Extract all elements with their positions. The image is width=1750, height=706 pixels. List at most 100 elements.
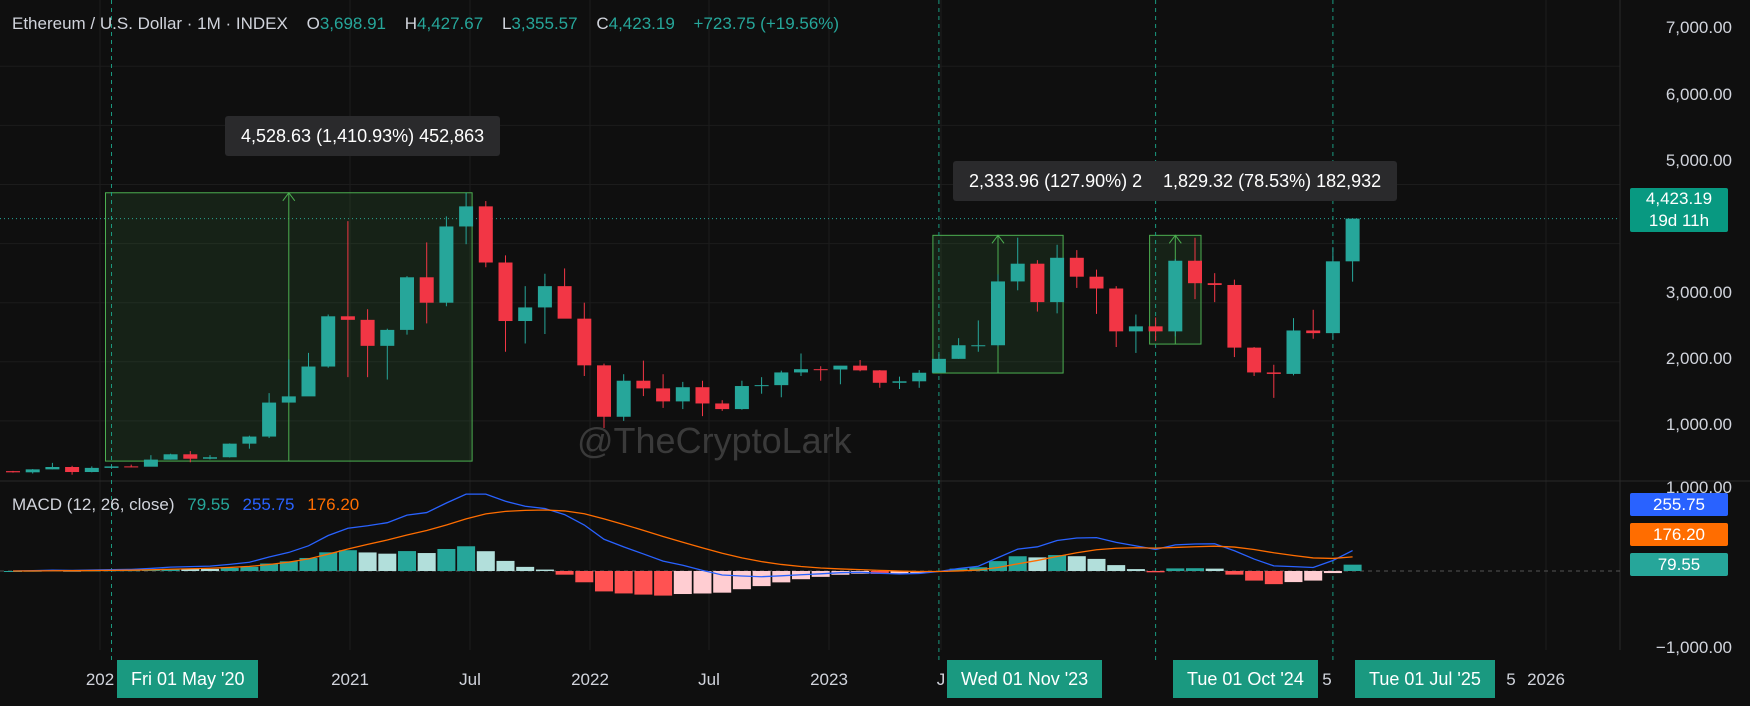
macd-hist-bar <box>319 552 338 571</box>
candle-body <box>794 369 808 373</box>
macd-hist-bar <box>1186 568 1204 571</box>
candle-body <box>951 345 966 359</box>
macd-hist-bar <box>1304 571 1323 581</box>
measure-label[interactable]: 2,333.96 (127.90%) 2 <box>953 161 1159 201</box>
macd-hist-bar <box>1225 571 1244 575</box>
macd-hist-bar <box>378 553 397 571</box>
macd-signal-line <box>12 509 1353 573</box>
candle-body <box>65 466 80 473</box>
candle-body <box>419 277 434 303</box>
price-axis-label: 3,000.00 <box>1665 283 1732 302</box>
candle-body <box>439 226 454 303</box>
macd-hist-bar <box>535 569 554 571</box>
candle-body <box>183 454 198 459</box>
macd-line <box>12 493 1353 578</box>
macd-hist-bar <box>437 548 456 571</box>
price-axis-label: 1,000.00 <box>1665 478 1732 497</box>
price-axis-label: 2,000.00 <box>1665 349 1732 368</box>
date-marker[interactable]: Tue 01 Oct '24 <box>1173 660 1318 698</box>
candle-body <box>991 281 1005 346</box>
ohlc-header: Ethereum / U.S. Dollar · 1M · INDEX O3,6… <box>12 14 839 34</box>
candle-body <box>754 385 769 387</box>
macd-hist-bar <box>1323 571 1342 574</box>
macd-hist-bar <box>1107 565 1126 571</box>
candle-body <box>656 388 671 402</box>
date-marker[interactable]: Fri 01 May '20 <box>117 660 259 698</box>
candle-body <box>813 369 828 371</box>
candle-body <box>143 459 158 467</box>
candle-body <box>597 365 611 417</box>
candle-body <box>636 380 651 389</box>
candle-body <box>321 316 336 367</box>
candle-body <box>1188 260 1202 284</box>
measure-label[interactable]: 4,528.63 (1,410.93%) 452,863 <box>225 116 501 156</box>
macd-hist-bar <box>457 546 476 571</box>
candle-body <box>577 318 592 366</box>
time-axis-label: 2026 <box>1527 670 1565 689</box>
candle-body <box>380 329 395 346</box>
macd-hist-value: 79.55 <box>187 495 230 514</box>
change-value: +723.75 (+19.56%) <box>693 14 840 33</box>
macd-hist-bar <box>1166 568 1185 571</box>
macd-hist-bar <box>555 571 574 575</box>
time-axis-label: Jul <box>698 670 720 689</box>
candle-body <box>892 381 907 383</box>
macd-hist-bar <box>969 567 988 571</box>
macd-hist-bar <box>338 550 357 571</box>
high-value: 4,427.67 <box>417 14 484 33</box>
candle-body <box>478 206 493 263</box>
macd-label[interactable]: MACD (12, 26, close) <box>12 495 175 514</box>
candle-body <box>25 469 40 473</box>
candle-body <box>163 454 178 460</box>
time-axis-label: Jul <box>459 670 481 689</box>
macd-hist-bar <box>1087 558 1106 571</box>
candle-body <box>774 372 789 386</box>
macd-hist-bar <box>634 571 653 595</box>
macd-hist-bar <box>358 552 377 571</box>
last-price-tag[interactable]: 4,423.19 19d 11h <box>1630 188 1728 232</box>
high-key: H <box>404 14 418 33</box>
date-marker[interactable]: Wed 01 Nov '23 <box>947 660 1103 698</box>
date-marker[interactable]: Tue 01 Jul '25 <box>1355 660 1495 698</box>
open-key: O <box>306 14 320 33</box>
candle-body <box>1128 326 1143 332</box>
candle-body <box>498 262 513 322</box>
low-value: 3,355.57 <box>511 14 578 33</box>
time-axis-label: 202 <box>85 670 115 689</box>
macd-hist-bar <box>220 567 239 571</box>
candle-body <box>301 366 316 397</box>
candle-body <box>557 286 572 319</box>
candle-body <box>1109 288 1124 332</box>
macd-hist-bar <box>752 571 771 587</box>
candle-body <box>1050 257 1065 303</box>
candle-body <box>1010 263 1025 282</box>
macd-header: MACD (12, 26, close) 79.55 255.75 176.20 <box>12 495 359 515</box>
price-axis-label: 5,000.00 <box>1665 151 1732 170</box>
candle-body <box>853 365 868 371</box>
macd-hist-bar <box>496 560 515 571</box>
macd-signal-value: 176.20 <box>307 495 360 514</box>
candle-body <box>715 403 730 410</box>
candle-body <box>222 443 237 458</box>
candle-body <box>262 402 277 437</box>
symbol-title[interactable]: Ethereum / U.S. Dollar · 1M · INDEX <box>12 14 288 33</box>
macd-hist-bar <box>732 571 751 590</box>
time-axis-label: 2022 <box>571 670 609 689</box>
macd-hist-bar <box>181 568 200 571</box>
macd-hist-bar <box>398 551 416 571</box>
candle-body <box>931 358 946 373</box>
macd-hist-bar <box>1343 564 1362 571</box>
close-key: C <box>596 14 609 33</box>
price-axis-label: 7,000.00 <box>1665 18 1732 37</box>
macd-hist-bar <box>575 571 594 583</box>
macd-hist-bar <box>299 557 318 571</box>
macd-hist-bar <box>595 571 613 592</box>
candle-body <box>1168 260 1183 332</box>
candle-body <box>104 466 119 468</box>
macd-hist-bar <box>1067 556 1086 571</box>
candle-body <box>400 277 414 330</box>
measure-label[interactable]: 1,829.32 (78.53%) 182,932 <box>1147 161 1398 201</box>
candle-body <box>833 365 848 370</box>
time-axis-label: 5 <box>1506 670 1516 689</box>
